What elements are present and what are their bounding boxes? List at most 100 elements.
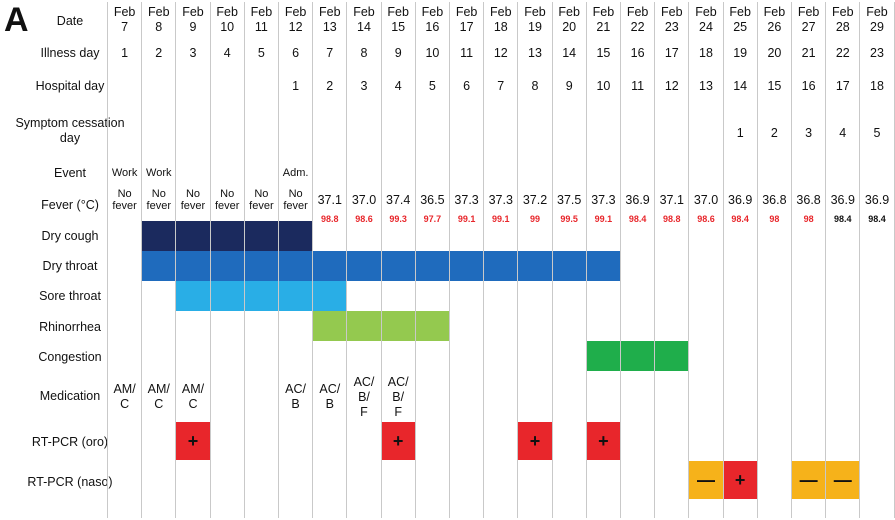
rt-pcr-naso-result: —: [689, 461, 723, 499]
fever-c-cell: 36.9: [728, 192, 753, 207]
dry-throat-bar: [313, 251, 347, 281]
rt-pcr-oro-result: +: [176, 422, 210, 460]
illness-day-cell: 5: [257, 45, 265, 60]
congestion-bar: [655, 341, 689, 371]
hospital-day-cell: 15: [767, 78, 782, 93]
illness-day-cell: 18: [699, 45, 713, 60]
dry-throat-bar: [210, 251, 244, 281]
date-cell: Feb 25: [729, 5, 751, 34]
row-label-hospital-day: Hospital day: [35, 78, 105, 93]
fever-f-cell: 98: [769, 214, 780, 224]
symptom-cessation-cell: 5: [873, 125, 881, 140]
grid-line: [449, 2, 450, 518]
illness-day-cell: 10: [425, 45, 440, 60]
dry-cough-bar: [176, 221, 210, 251]
fever-f-cell: 99.3: [389, 214, 407, 224]
date-cell: Feb 16: [421, 5, 444, 34]
event-cell: Work: [146, 167, 172, 179]
hospital-day-cell: 18: [870, 78, 884, 93]
dry-cough-bar: [142, 221, 176, 251]
fever-c-cell: No fever: [146, 188, 172, 212]
date-cell: Feb 8: [148, 5, 170, 34]
fever-c-cell: 37.0: [693, 192, 719, 207]
row-label-sore-throat: Sore throat: [39, 289, 101, 303]
row-label-event: Event: [54, 165, 86, 180]
grid-line: [278, 2, 279, 518]
sore-throat-bar: [279, 281, 313, 311]
grid-line: [380, 2, 382, 518]
row-label-symptom-cessation-day: Symptom cessation day: [15, 116, 125, 145]
congestion-bar: [586, 341, 620, 371]
illness-day-cell: 19: [733, 45, 748, 60]
date-cell: Feb 12: [284, 5, 307, 34]
grid-line: [654, 2, 656, 518]
date-cell: Feb 26: [763, 5, 786, 34]
hospital-day-cell: 16: [801, 78, 816, 93]
fever-c-cell: 36.8: [762, 192, 787, 207]
symptom-cessation-cell: 4: [839, 125, 847, 140]
medication-cell: AM/ C: [113, 382, 136, 411]
dry-throat-bar: [142, 251, 176, 281]
row-label-rt-pcr-oro: RT-PCR (oro): [31, 434, 109, 449]
dry-throat-bar: [176, 251, 210, 281]
illness-day-cell: 9: [394, 45, 402, 60]
fever-c-cell: No fever: [283, 188, 308, 212]
illness-day-cell: 6: [292, 45, 300, 60]
fever-c-cell: 36.5: [420, 192, 445, 207]
illness-day-cell: 3: [189, 45, 197, 60]
grid-line: [756, 2, 758, 518]
grid-line: [243, 2, 245, 518]
date-cell: Feb 9: [182, 5, 204, 34]
date-cell: Feb 15: [387, 5, 409, 34]
event-cell: Adm.: [282, 167, 309, 179]
dry-throat-bar: [552, 251, 586, 281]
fever-f-cell: 98.4: [628, 214, 647, 224]
illness-day-cell: 14: [562, 45, 577, 60]
hospital-day-cell: 1: [292, 78, 300, 93]
dry-throat-bar: [415, 251, 449, 281]
hospital-day-cell: 3: [360, 78, 368, 93]
fever-c-cell: 37.3: [591, 192, 616, 207]
row-label-dry-throat: Dry throat: [42, 258, 98, 273]
date-cell: Feb 14: [353, 5, 375, 34]
illness-day-cell: 16: [630, 45, 645, 60]
grid-line: [346, 2, 348, 518]
fever-c-cell: 37.1: [659, 192, 684, 207]
symptom-cessation-cell: 3: [805, 125, 813, 140]
fever-f-cell: 97.7: [423, 214, 442, 224]
hospital-day-cell: 2: [326, 78, 334, 93]
row-label-dry-cough: Dry cough: [41, 228, 99, 243]
hospital-day-cell: 11: [631, 78, 645, 93]
dry-throat-bar: [586, 251, 620, 281]
grid-line: [141, 2, 143, 518]
dry-throat-bar: [381, 251, 415, 281]
date-cell: Feb 23: [661, 5, 683, 34]
hospital-day-cell: 7: [497, 78, 505, 93]
date-cell: Feb 11: [250, 5, 273, 34]
fever-f-cell: 99.5: [560, 214, 578, 224]
hospital-day-cell: 9: [565, 78, 573, 93]
medication-cell: AC/ B/ F: [353, 374, 375, 419]
fever-f-cell: 99.1: [492, 214, 510, 224]
date-cell: Feb 13: [319, 5, 341, 34]
sore-throat-bar: [244, 281, 278, 311]
rhinorrhea-bar: [313, 311, 347, 341]
fever-f-cell: 98.6: [355, 214, 373, 224]
hospital-day-cell: 17: [835, 78, 850, 93]
dry-cough-bar: [279, 221, 313, 251]
fever-c-cell: No fever: [214, 188, 240, 212]
symptom-cessation-cell: 1: [736, 125, 744, 140]
date-cell: Feb 27: [797, 5, 820, 34]
fever-c-cell: 37.0: [351, 192, 377, 207]
dry-throat-bar: [518, 251, 552, 281]
fever-f-cell: 98.8: [663, 214, 681, 224]
grid-line: [312, 2, 314, 518]
dry-throat-bar: [347, 251, 381, 281]
fever-c-cell: No fever: [249, 188, 274, 212]
illness-day-cell: 20: [767, 45, 782, 60]
date-cell: Feb 18: [490, 5, 512, 34]
fever-f-cell: 98.4: [834, 214, 852, 224]
dry-throat-bar: [244, 251, 278, 281]
rt-pcr-naso-result: —: [826, 461, 860, 499]
medication-cell: AM/ C: [181, 382, 205, 411]
